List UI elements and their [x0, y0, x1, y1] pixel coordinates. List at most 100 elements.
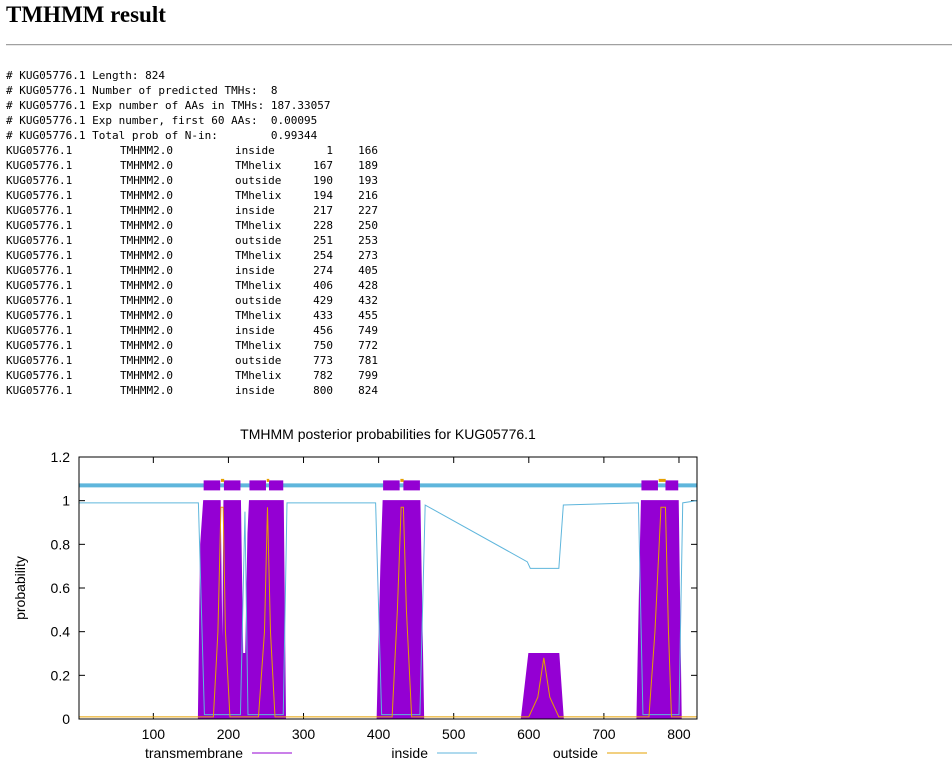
row-end: 781 [358, 354, 378, 367]
plot-frame [78, 456, 698, 720]
title-divider [6, 44, 952, 46]
topology-table: KUG05776.1 TMHMM2.0 inside 1 166 KUG05776.1 TM… [6, 143, 378, 398]
row-sequence-id: KUG05776.1 [6, 264, 73, 277]
series-layer [79, 478, 698, 720]
topology-row: KUG05776.1 TMHMM2.0 inside 1 166 [6, 143, 378, 158]
summary-line: # KUG05776.1 Exp number of AAs in TMHs: … [6, 99, 331, 112]
row-program: TMHMM2.0 [120, 144, 173, 157]
page-title: TMHMM result [6, 2, 166, 27]
topology-row: KUG05776.1 TMHMM2.0 outside 429 432 [6, 293, 378, 308]
topology-row: KUG05776.1 TMHMM2.0 inside 456 749 [6, 323, 378, 338]
row-end: 772 [358, 339, 378, 352]
row-end: 749 [358, 324, 378, 337]
row-sequence-id: KUG05776.1 [6, 339, 73, 352]
y-tick-label: 1.2 [51, 449, 71, 465]
row-program: TMHMM2.0 [120, 294, 173, 307]
topology-row: KUG05776.1 TMHMM2.0 inside 274 405 [6, 263, 378, 278]
row-region-type: TMhelix [235, 309, 282, 322]
row-sequence-id: KUG05776.1 [6, 174, 73, 187]
topology-row: KUG05776.1 TMHMM2.0 outside 773 781 [6, 353, 378, 368]
topology-helix-box [403, 480, 420, 491]
topology-helix-box [383, 480, 400, 491]
topology-helix-box [249, 480, 266, 491]
row-program: TMHMM2.0 [120, 309, 173, 322]
row-end: 455 [358, 309, 378, 322]
row-program: TMHMM2.0 [120, 174, 173, 187]
topology-helix-box [203, 480, 221, 491]
y-tick-label: 0.4 [51, 624, 71, 640]
row-start: 750 [313, 339, 333, 352]
row-start: 217 [313, 204, 333, 217]
row-program: TMHMM2.0 [120, 264, 173, 277]
x-tick-label: 200 [217, 726, 241, 742]
x-tick-label: 700 [592, 726, 616, 742]
topology-helix-box [223, 480, 241, 491]
topology-row: KUG05776.1 TMHMM2.0 inside 800 824 [6, 383, 378, 398]
row-program: TMHMM2.0 [120, 189, 173, 202]
row-end: 273 [358, 249, 378, 262]
x-tick-label: 400 [367, 726, 391, 742]
x-tick-label: 600 [517, 726, 541, 742]
row-end: 166 [358, 144, 378, 157]
topology-row: KUG05776.1 TMHMM2.0 TMhelix 750 772 [6, 338, 378, 353]
row-sequence-id: KUG05776.1 [6, 204, 73, 217]
row-program: TMHMM2.0 [120, 339, 173, 352]
row-region-type: outside [235, 294, 282, 307]
row-start: 773 [313, 354, 333, 367]
row-program: TMHMM2.0 [120, 159, 173, 172]
y-tick-label: 0 [62, 711, 70, 727]
row-start: 228 [313, 219, 333, 232]
topology-row: KUG05776.1 TMHMM2.0 TMhelix 254 273 [6, 248, 378, 263]
row-program: TMHMM2.0 [120, 249, 173, 262]
row-sequence-id: KUG05776.1 [6, 309, 73, 322]
chart-legend: transmembrane inside outside [145, 745, 647, 761]
row-end: 216 [358, 189, 378, 202]
row-region-type: inside [235, 384, 275, 397]
row-program: TMHMM2.0 [120, 204, 173, 217]
row-sequence-id: KUG05776.1 [6, 354, 73, 367]
row-start: 251 [313, 234, 333, 247]
posterior-probability-chart: TMHMM posterior probabilities for KUG057… [12, 426, 698, 761]
y-tick-label: 0.6 [51, 580, 71, 596]
row-sequence-id: KUG05776.1 [6, 369, 73, 382]
row-start: 274 [313, 264, 333, 277]
row-region-type: TMhelix [235, 219, 282, 232]
topology-row: KUG05776.1 TMHMM2.0 outside 190 193 [6, 173, 378, 188]
row-region-type: inside [235, 264, 275, 277]
summary-line: # KUG05776.1 Number of predicted TMHs: 8 [6, 84, 278, 97]
topology-helix-box [641, 480, 658, 491]
x-tick-label: 500 [442, 726, 466, 742]
tmhmm-output: # KUG05776.1 Length: 824 # KUG05776.1 Nu… [6, 68, 378, 398]
x-axis-ticks: 100 200 300 400 500 600 700 800 [142, 457, 691, 742]
row-sequence-id: KUG05776.1 [6, 159, 73, 172]
row-region-type: inside [235, 144, 275, 157]
row-program: TMHMM2.0 [120, 369, 173, 382]
row-program: TMHMM2.0 [120, 234, 173, 247]
row-start: 406 [313, 279, 333, 292]
x-tick-label: 800 [667, 726, 691, 742]
row-end: 253 [358, 234, 378, 247]
row-sequence-id: KUG05776.1 [6, 324, 73, 337]
row-end: 250 [358, 219, 378, 232]
x-tick-label: 100 [142, 726, 166, 742]
topology-row: KUG05776.1 TMHMM2.0 outside 251 253 [6, 233, 378, 248]
y-axis-label: probability [12, 556, 28, 620]
row-start: 433 [313, 309, 333, 322]
row-region-type: outside [235, 234, 282, 247]
topology-row: KUG05776.1 TMHMM2.0 TMhelix 406 428 [6, 278, 378, 293]
row-region-type: inside [235, 324, 275, 337]
row-sequence-id: KUG05776.1 [6, 249, 73, 262]
row-region-type: TMhelix [235, 339, 282, 352]
row-sequence-id: KUG05776.1 [6, 279, 73, 292]
topology-row: KUG05776.1 TMHMM2.0 TMhelix 433 455 [6, 308, 378, 323]
x-tick-label: 300 [292, 726, 316, 742]
row-start: 800 [313, 384, 333, 397]
y-tick-label: 1 [62, 493, 70, 509]
row-region-type: outside [235, 174, 282, 187]
topology-helix-box [665, 480, 679, 491]
y-tick-label: 0.8 [51, 536, 71, 552]
row-region-type: TMhelix [235, 189, 282, 202]
row-sequence-id: KUG05776.1 [6, 144, 73, 157]
row-start: 1 [326, 144, 333, 157]
row-sequence-id: KUG05776.1 [6, 294, 73, 307]
